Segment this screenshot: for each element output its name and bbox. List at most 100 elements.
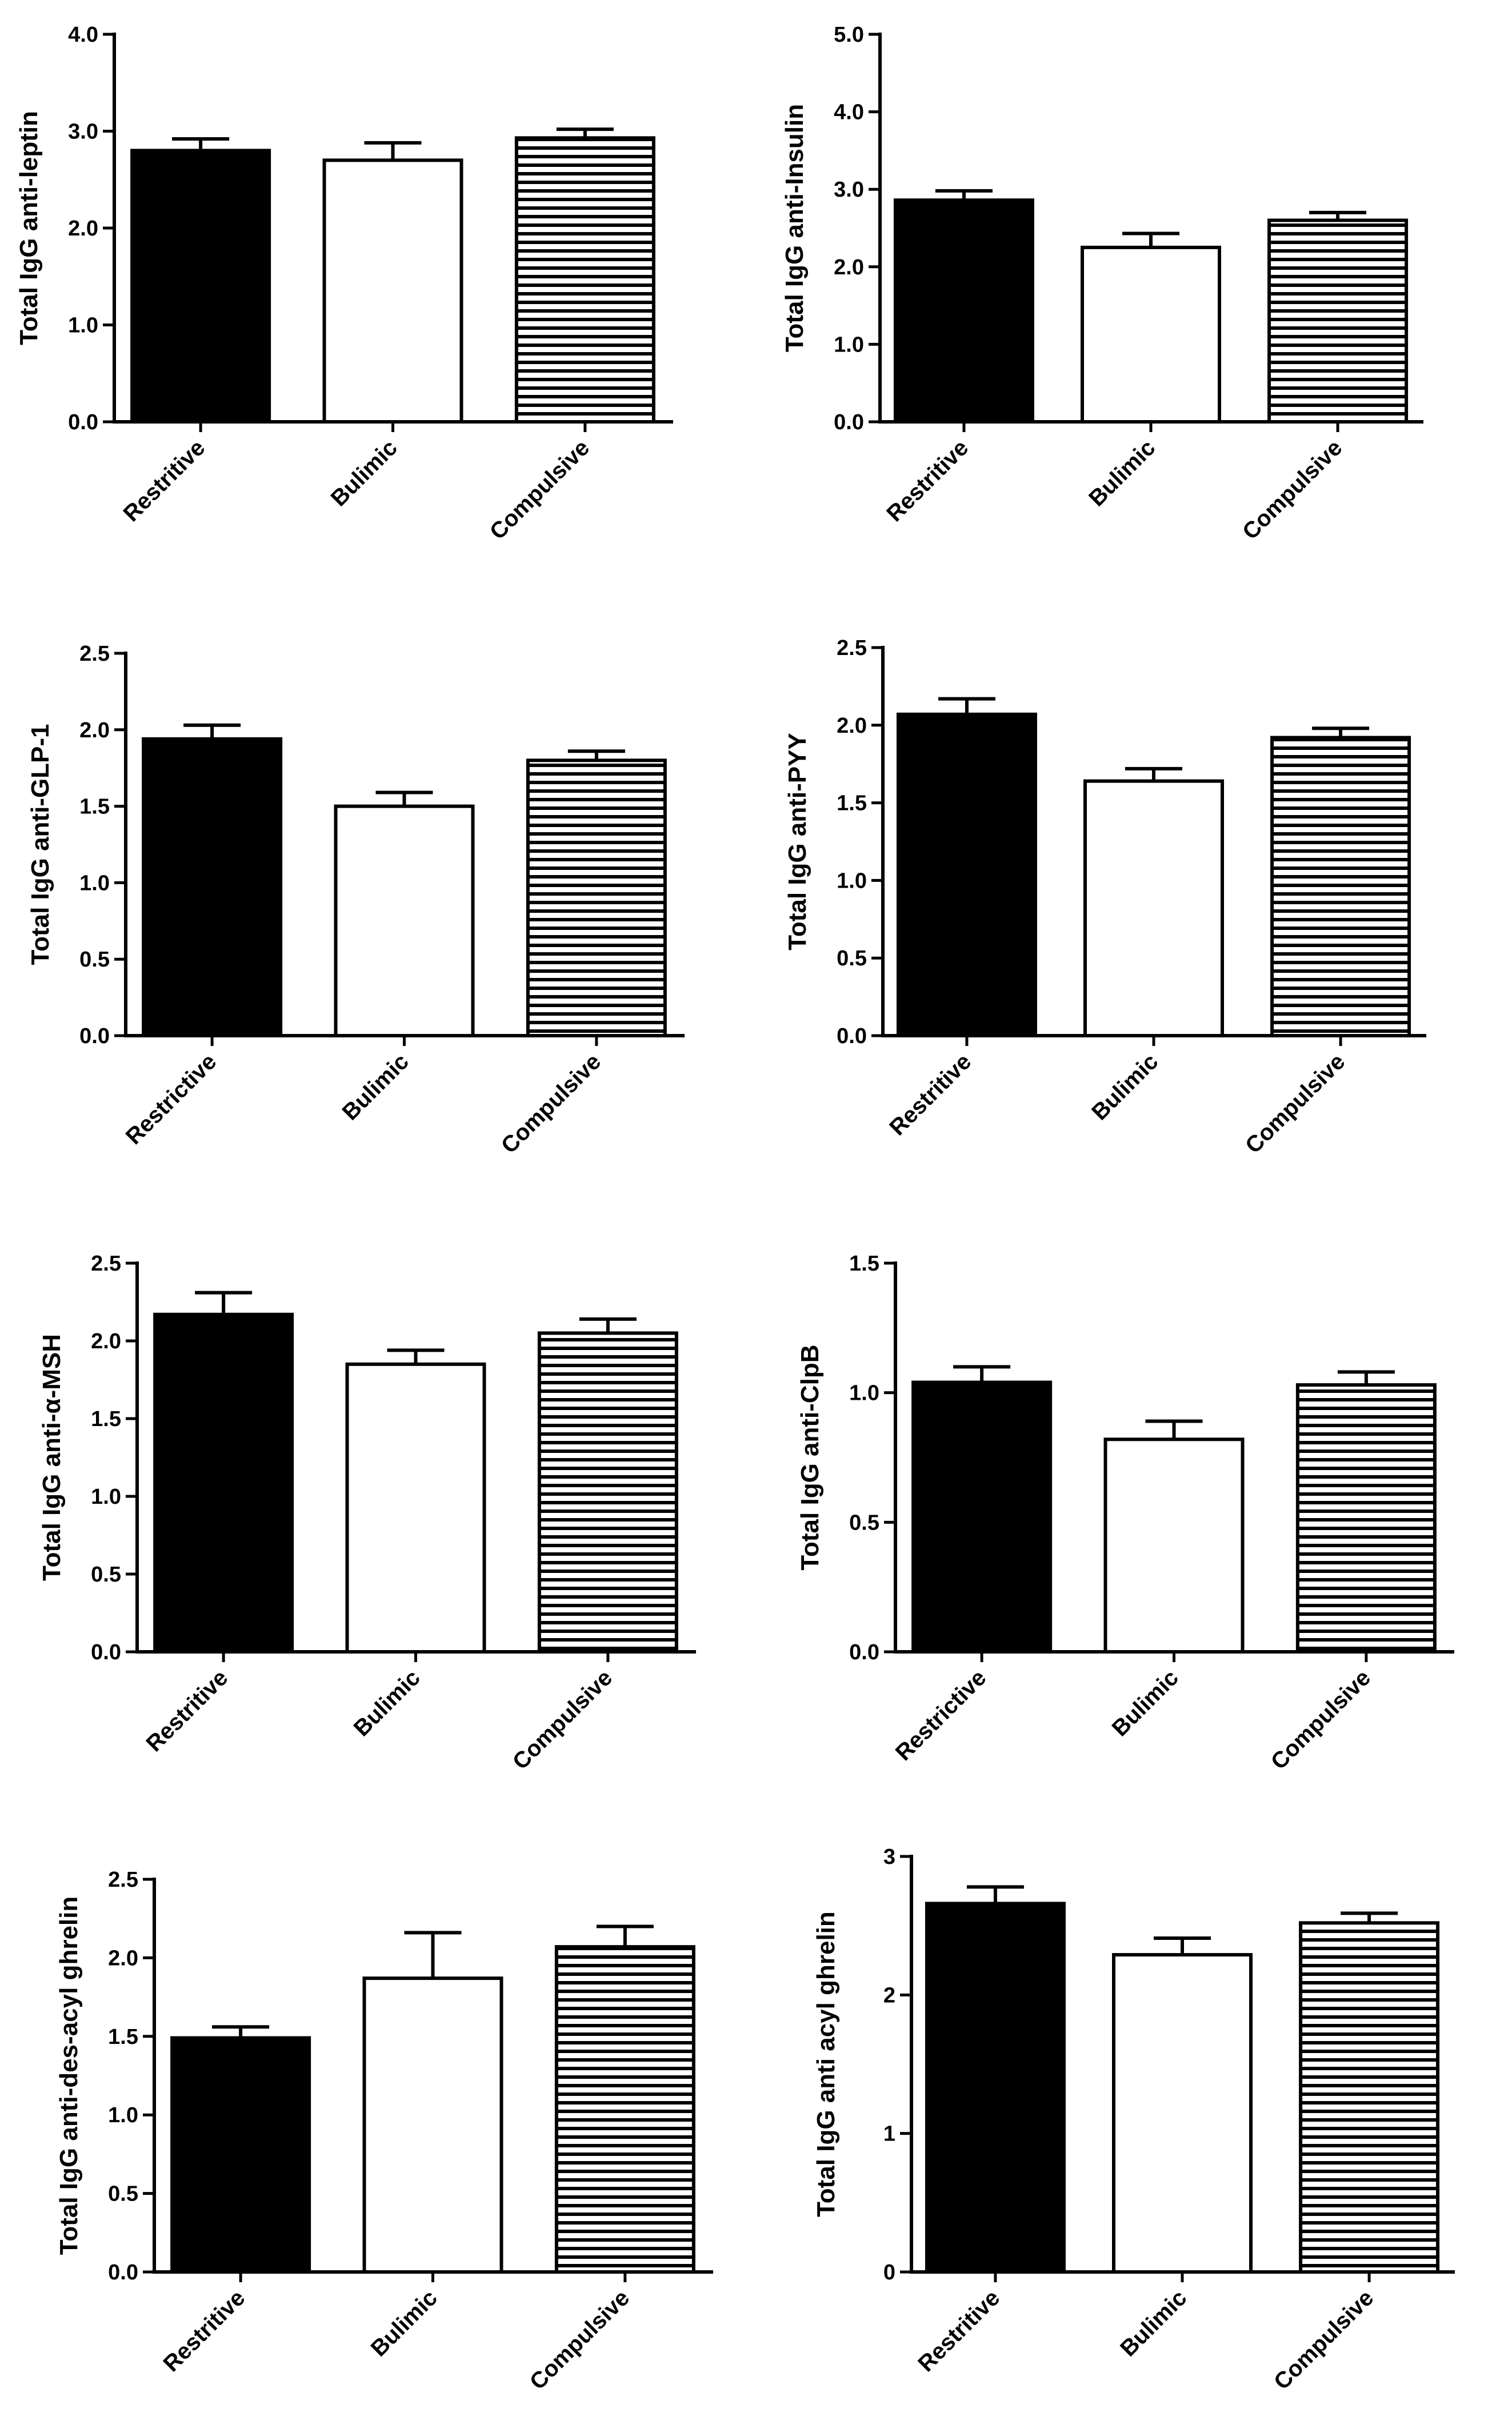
y-tick-label: 5.0	[834, 23, 864, 47]
y-tick-label: 4.0	[834, 101, 864, 125]
bar-bulimic	[1081, 245, 1221, 424]
y-tick-label: 0.0	[68, 410, 98, 434]
bar-restritive	[925, 1902, 1066, 2274]
y-tick-label: 1.0	[849, 1381, 879, 1405]
y-tick-label: 1.0	[91, 1485, 121, 1509]
x-tick-label: Bulimic	[1107, 1665, 1183, 1741]
x-tick-label: Bulimic	[366, 2285, 442, 2361]
y-tick-label: 2.0	[837, 714, 867, 738]
y-tick-label: 3.0	[834, 178, 864, 202]
y-axis-title: Total IgG anti-Insulin	[781, 104, 809, 352]
y-tick-label: 0.0	[108, 2261, 138, 2285]
y-tick-label: 3.0	[68, 120, 98, 144]
x-tick-label: Bulimic	[349, 1665, 425, 1741]
bar-compulsive	[514, 136, 655, 424]
y-tick-label: 2.0	[68, 217, 98, 241]
bar-restritive	[170, 2036, 311, 2274]
y-tick-label: 1.0	[834, 333, 864, 357]
x-tick-label: Bulimic	[1115, 2285, 1191, 2361]
bar-bulimic	[1083, 779, 1224, 1038]
chart-panel-8: Restritive Bulimic Compulsive 0 1 2 3 Total IgG…	[812, 1845, 1455, 2395]
bar-restrictive	[911, 1380, 1053, 1654]
x-tick-label: Restritive	[158, 2285, 250, 2377]
bar-compulsive	[554, 1945, 695, 2274]
x-tick-label: Compulsive	[508, 1665, 617, 1774]
chart-panel-7: Restritive Bulimic Compulsive 0.0 0.5 1.0 1.5 2…	[55, 1868, 713, 2395]
bar-compulsive	[1299, 1921, 1440, 2274]
y-tick-label: 2.5	[837, 636, 867, 660]
y-tick-label: 1.0	[68, 314, 98, 338]
chart-panel-2: Restritive Bulimic Compulsive 0.0 1.0 2.0 3.0 4…	[781, 23, 1423, 545]
bar-bulimic	[345, 1362, 486, 1654]
y-axis-title: Total IgG anti acyl ghrelin	[812, 1911, 840, 2217]
y-tick-label: 0.0	[79, 1024, 110, 1048]
bar-restritive	[130, 149, 271, 424]
y-tick-label: 3	[883, 1845, 895, 1869]
bar-compulsive	[1295, 1383, 1437, 1654]
chart-panel-6: Restrictive Bulimic Compulsive 0.0 0.5 1.0 1.5…	[796, 1252, 1454, 1775]
y-tick-label: 1.0	[837, 869, 867, 893]
y-tick-label: 2.5	[91, 1252, 121, 1276]
y-tick-label: 2.5	[79, 642, 110, 666]
x-tick-label: Restritive	[141, 1665, 233, 1756]
y-tick-label: 1.5	[91, 1407, 121, 1431]
y-tick-label: 1.0	[79, 871, 110, 895]
y-tick-label: 0.5	[849, 1511, 879, 1535]
y-tick-label: 0.5	[837, 947, 867, 971]
y-axis-title: Total IgG anti-des-acyl ghrelin	[55, 1896, 83, 2255]
bar-bulimic	[1112, 1953, 1253, 2274]
y-tick-label: 1.5	[79, 795, 110, 819]
bar-compulsive	[1270, 736, 1411, 1037]
y-axis-title: Total IgG anti-α-MSH	[38, 1334, 66, 1581]
x-tick-label: Compulsive	[1238, 435, 1347, 544]
x-tick-label: Restritive	[118, 435, 210, 526]
chart-panel-1: Restritive Bulimic Compulsive 0.0 1.0 2.0 3.0 4…	[15, 23, 673, 545]
x-tick-label: Bulimic	[1087, 1049, 1163, 1125]
bar-restritive	[893, 198, 1034, 424]
bar-compulsive	[526, 758, 667, 1037]
chart-panel-4: Restritive Bulimic Compulsive 0.0 0.5 1.0 1.5 2…	[783, 636, 1426, 1159]
y-axis-title: Total IgG anti-GLP-1	[26, 724, 54, 965]
x-tick-label: Bulimic	[338, 1049, 414, 1125]
bar-compulsive	[537, 1331, 678, 1654]
x-tick-label: Compulsive	[1266, 1665, 1375, 1774]
x-tick-label: Restrictive	[121, 1049, 222, 1149]
y-tick-label: 1.5	[108, 2025, 138, 2049]
y-tick-label: 0	[883, 2261, 895, 2285]
y-axis-title: Total IgG anti-ClpB	[796, 1344, 824, 1570]
chart-panel-5: Restritive Bulimic Compulsive 0.0 0.5 1.0 1.5 2…	[38, 1252, 696, 1775]
x-tick-label: Restrictive	[891, 1665, 991, 1766]
y-axis-title: Total IgG anti-leptin	[15, 111, 43, 345]
y-tick-label: 1.5	[837, 792, 867, 816]
x-tick-label: Compulsive	[497, 1049, 606, 1158]
x-tick-label: Compulsive	[1269, 2285, 1378, 2394]
chart-panel-3: Restrictive Bulimic Compulsive 0.0 0.5 1.0 1.5…	[26, 642, 685, 1159]
x-tick-label: Restritive	[882, 435, 973, 526]
y-tick-label: 2.5	[108, 1868, 138, 1892]
y-tick-label: 2.0	[108, 1946, 138, 1970]
y-tick-label: 0.5	[91, 1563, 121, 1587]
y-tick-label: 2.0	[91, 1329, 121, 1353]
x-tick-label: Bulimic	[1084, 435, 1160, 511]
bar-bulimic	[362, 1976, 503, 2274]
bar-bulimic	[1103, 1437, 1245, 1654]
y-tick-label: 0.0	[91, 1640, 121, 1664]
bar-compulsive	[1267, 218, 1409, 424]
y-tick-label: 0.5	[108, 2182, 138, 2206]
bar-bulimic	[322, 158, 463, 424]
y-tick-label: 4.0	[68, 23, 98, 47]
y-tick-label: 0.0	[834, 410, 864, 434]
x-tick-label: Compulsive	[485, 435, 594, 544]
y-tick-label: 0.0	[849, 1640, 879, 1664]
y-tick-label: 0.0	[837, 1024, 867, 1048]
y-tick-label: 1.5	[849, 1252, 879, 1276]
y-tick-label: 1	[883, 2122, 895, 2146]
y-tick-label: 2	[883, 1983, 895, 2007]
x-tick-label: Compulsive	[525, 2285, 634, 2394]
bar-bulimic	[334, 804, 475, 1037]
bar-restrictive	[142, 737, 283, 1037]
y-axis-title: Total IgG anti-PYY	[783, 733, 811, 951]
chart-panels: Restritive Bulimic Compulsive 0.0 1.0 2.0 3.0 4…	[15, 23, 1455, 2395]
y-tick-label: 1.0	[108, 2103, 138, 2127]
x-tick-label: Bulimic	[326, 435, 402, 511]
